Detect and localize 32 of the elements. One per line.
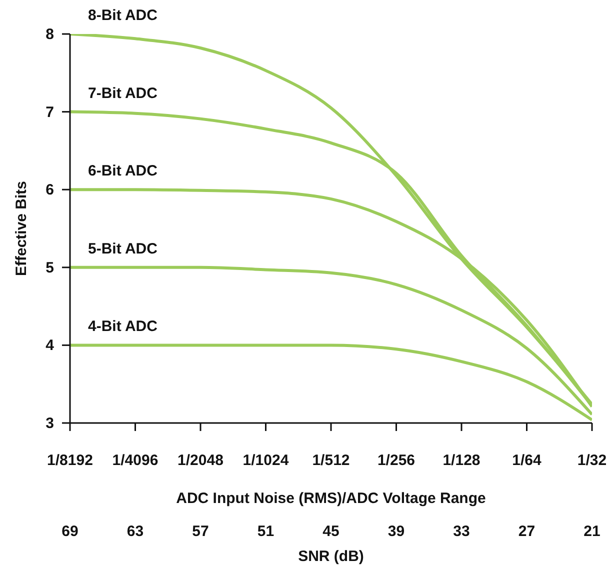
x2-tick-label: 27 — [518, 523, 536, 540]
x2-tick-label: 51 — [257, 523, 274, 540]
x-tick-label: 1/2048 — [178, 452, 224, 469]
x2-tick-label: 69 — [62, 523, 78, 540]
x-tick-label: 1/256 — [377, 452, 416, 469]
x-tick-label: 1/64 — [512, 452, 542, 469]
series-label: 4-Bit ADC — [88, 318, 158, 336]
y-tick-label: 5 — [46, 259, 54, 276]
x-axis-title: ADC Input Noise (RMS)/ADC Voltage Range — [176, 490, 486, 507]
series-label: 8-Bit ADC — [88, 7, 158, 24]
x2-tick-label: 21 — [584, 523, 600, 540]
x-tick-label: 1/32 — [577, 452, 607, 469]
x2-axis-title: SNR (dB) — [298, 548, 364, 565]
x2-tick-label: 39 — [388, 523, 405, 540]
x-tick-label: 1/8192 — [47, 452, 93, 469]
x2-tick-label: 45 — [322, 523, 340, 540]
series-label: 5-Bit ADC — [88, 240, 158, 258]
x-tick-label: 1/512 — [312, 452, 350, 469]
x-tick-label: 1/128 — [442, 452, 480, 469]
y-tick-label: 6 — [46, 182, 54, 199]
series-label: 7-Bit ADC — [88, 84, 158, 102]
y-tick-label: 7 — [46, 104, 54, 121]
x2-tick-label: 33 — [453, 523, 470, 540]
x-tick-label: 1/1024 — [242, 452, 290, 469]
y-axis-title: Effective Bits — [13, 180, 30, 276]
y-tick-label: 8 — [46, 26, 54, 43]
x2-tick-label: 57 — [192, 523, 209, 540]
series-label: 6-Bit ADC — [88, 162, 158, 180]
x2-tick-label: 63 — [126, 523, 144, 540]
y-tick-label: 3 — [46, 415, 54, 432]
y-tick-label: 4 — [46, 337, 55, 354]
x-tick-label: 1/4096 — [112, 452, 158, 469]
